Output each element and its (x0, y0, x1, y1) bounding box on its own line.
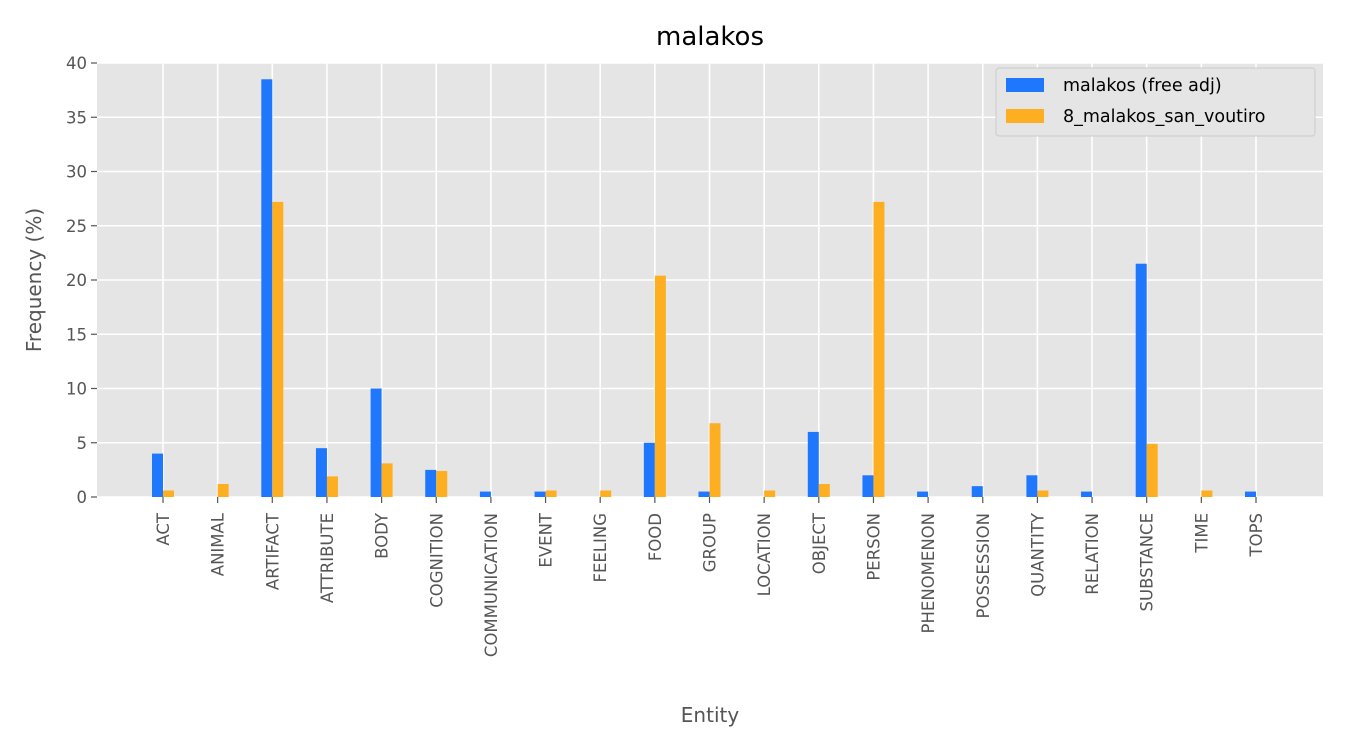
bar-malakos-free-adj-act (152, 453, 163, 497)
bar-malakos-free-adj-tops (1245, 491, 1256, 497)
bar-8-malakos-san-voutiro-cognition (436, 470, 448, 497)
x-axis-ticks: ACT ANIMAL ARTIFACT ATTRIBUTE BODY COGNITION C… (154, 497, 1266, 657)
bar-8-malakos-san-voutiro-event (545, 490, 557, 497)
x-tick-label-quantity: QUANTITY (1028, 512, 1047, 597)
bar-8-malakos-san-voutiro-quantity (1037, 490, 1049, 497)
x-tick-label-relation: RELATION (1083, 513, 1102, 595)
chart-title: malakos (656, 22, 764, 52)
x-tick-label-food: FOOD (646, 513, 665, 561)
bar-8-malakos-san-voutiro-act (163, 490, 174, 497)
x-tick-label-group: GROUP (701, 513, 720, 572)
x-tick-label-object: OBJECT (810, 512, 829, 574)
bar-malakos-free-adj-communication (479, 491, 491, 497)
x-tick-label-cognition: COGNITION (427, 513, 446, 608)
bar-malakos-free-adj-object (807, 431, 819, 497)
x-tick-label-time: TIME (1192, 513, 1211, 554)
x-tick-label-phenomenon: PHENOMENON (919, 513, 938, 633)
bar-malakos-free-adj-group (698, 491, 710, 497)
legend-box (995, 67, 1316, 137)
bar-8-malakos-san-voutiro-group (709, 423, 721, 497)
x-tick-label-substance: SUBSTANCE (1138, 513, 1157, 611)
y-tick-label: 15 (66, 325, 87, 344)
x-tick-label-person: PERSON (864, 513, 883, 581)
y-axis-ticks: 0 5 10 15 20 25 30 35 40 (66, 54, 97, 507)
legend-label-8-malakos-san-voutiro: 8_malakos_san_voutiro (1063, 107, 1265, 127)
bar-8-malakos-san-voutiro-object (818, 483, 830, 497)
bar-malakos-free-adj-cognition (425, 469, 437, 497)
y-tick-label: 40 (66, 54, 87, 73)
x-tick-label-communication: COMMUNICATION (482, 513, 501, 657)
x-tick-label-possession: POSSESSION (974, 513, 993, 618)
x-axis-label: Entity (681, 703, 740, 727)
bar-8-malakos-san-voutiro-location (764, 490, 776, 497)
bar-8-malakos-san-voutiro-attribute (326, 476, 338, 497)
y-tick-label: 5 (77, 434, 88, 453)
x-tick-label-body: BODY (373, 512, 392, 559)
bar-malakos-free-adj-body (370, 388, 382, 497)
x-tick-label-animal: ANIMAL (209, 512, 228, 576)
y-tick-label: 10 (66, 380, 87, 399)
legend: malakos (free adj) 8_malakos_san_voutiro (995, 67, 1316, 137)
bar-malakos-free-adj-phenomenon (917, 491, 929, 497)
bar-8-malakos-san-voutiro-food (654, 275, 666, 497)
x-tick-label-act: ACT (154, 512, 173, 546)
x-tick-label-attribute: ATTRIBUTE (318, 513, 337, 603)
y-tick-label: 0 (77, 488, 88, 507)
bars (152, 79, 1256, 498)
legend-label-malakos-free-adj: malakos (free adj) (1063, 76, 1222, 96)
bar-8-malakos-san-voutiro-person (873, 201, 885, 497)
bar-8-malakos-san-voutiro-substance (1146, 443, 1158, 497)
bar-malakos-free-adj-possession (971, 486, 983, 497)
bar-malakos-free-adj-attribute (315, 448, 327, 497)
y-tick-label: 30 (66, 163, 87, 182)
x-tick-label-location: LOCATION (755, 513, 774, 596)
bar-malakos-free-adj-substance (1135, 263, 1147, 497)
bar-8-malakos-san-voutiro-animal (217, 483, 229, 497)
y-tick-label: 35 (66, 108, 87, 127)
x-tick-label-feeling: FEELING (591, 513, 610, 583)
bar-malakos-free-adj-food (643, 442, 655, 497)
bar-malakos-free-adj-artifact (261, 79, 273, 498)
x-tick-label-tops: TOPS (1247, 513, 1266, 558)
bar-8-malakos-san-voutiro-feeling (600, 490, 612, 497)
legend-swatch-malakos-free-adj (1006, 78, 1044, 92)
bar-8-malakos-san-voutiro-time (1201, 490, 1213, 497)
bar-8-malakos-san-voutiro-artifact (272, 201, 284, 497)
y-tick-label: 25 (66, 217, 87, 236)
legend-swatch-8-malakos-san-voutiro (1006, 109, 1044, 123)
bar-8-malakos-san-voutiro-body (381, 463, 393, 497)
bar-malakos-free-adj-person (862, 475, 874, 497)
bar-malakos-free-adj-relation (1081, 491, 1093, 497)
y-tick-label: 20 (66, 271, 87, 290)
bar-malakos-free-adj-quantity (1026, 475, 1038, 497)
x-tick-label-artifact: ARTIFACT (263, 512, 282, 590)
bar-malakos-free-adj-event (534, 491, 546, 497)
x-tick-label-event: EVENT (537, 512, 556, 567)
y-axis-label: Frequency (%) (22, 208, 46, 352)
